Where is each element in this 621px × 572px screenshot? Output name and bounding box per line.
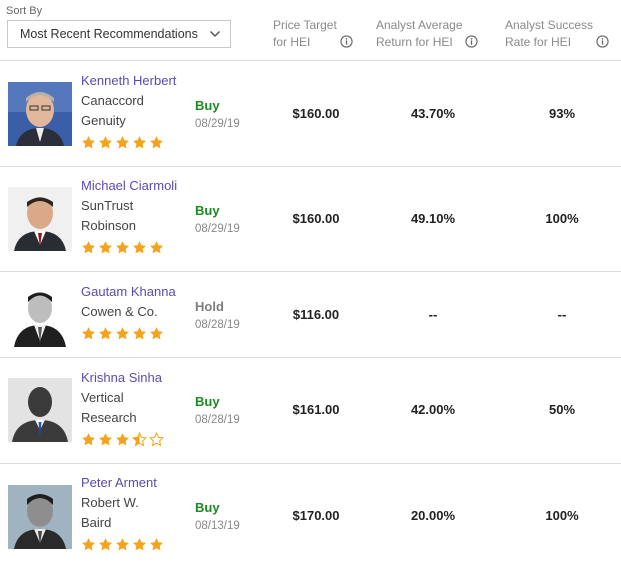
column-header-avg-return: Analyst Average Return for HEI [376, 17, 478, 51]
star-icon [150, 538, 163, 551]
recommendation-date: 08/29/19 [195, 118, 240, 130]
star-icon [150, 241, 163, 254]
sort-dropdown-value: Most Recent Recommendations [20, 27, 198, 41]
star-icon [82, 433, 95, 446]
analyst-avatar[interactable] [8, 485, 72, 549]
analyst-firm: Canaccord [81, 93, 144, 108]
recommendation-rating: Hold [195, 299, 224, 314]
analyst-row[interactable]: Krishna Sinha Vertical Research Buy 08/2… [0, 358, 621, 464]
analyst-firm: Cowen & Co. [81, 304, 158, 319]
star-icon [149, 432, 164, 446]
price-target-value: $161.00 [292, 402, 340, 417]
star-icon [99, 538, 112, 551]
star-icon [82, 327, 95, 340]
price-target-value: $160.00 [292, 211, 340, 226]
recommendation-date: 08/28/19 [195, 319, 240, 331]
analyst-name[interactable]: Krishna Sinha [81, 370, 162, 385]
star-icon [82, 136, 95, 149]
analyst-firm: Baird [81, 515, 112, 530]
analyst-name[interactable]: Michael Ciarmoli [81, 178, 178, 193]
analyst-avatar[interactable] [8, 283, 72, 347]
info-circle-icon[interactable] [340, 35, 353, 48]
analyst-firm: Research [81, 410, 137, 425]
avg-return-value: 42.00% [410, 402, 456, 417]
analyst-row[interactable]: Gautam Khanna Cowen & Co. Hold 08/28/19 … [0, 272, 621, 358]
analyst-row[interactable]: Peter Arment Robert W. Baird Buy 08/13/1… [0, 464, 621, 572]
chevron-down-icon [209, 30, 221, 38]
star-icon [99, 241, 112, 254]
recommendation-rating: Buy [195, 98, 220, 113]
analyst-firm: Robinson [81, 218, 136, 233]
info-circle-icon[interactable] [465, 35, 478, 48]
success-rate-value: 100% [545, 508, 579, 523]
sort-dropdown[interactable]: Most Recent Recommendations [7, 20, 231, 48]
recommendation-date: 08/13/19 [195, 520, 240, 532]
price-target-value: $160.00 [292, 106, 340, 121]
recommendation-rating: Buy [195, 394, 220, 409]
star-icon [116, 538, 129, 551]
star-icon [133, 538, 146, 551]
analyst-firm: SunTrust [81, 198, 134, 213]
success-rate-value: -- [557, 307, 567, 322]
column-header-success-rate: Analyst Success Rate for HEI [505, 17, 609, 51]
star-icon [150, 327, 163, 340]
analyst-name[interactable]: Peter Arment [81, 475, 157, 490]
analyst-name[interactable]: Gautam Khanna [81, 284, 176, 299]
sort-by-label: Sort By [6, 5, 43, 17]
recommendation-date: 08/28/19 [195, 414, 240, 426]
star-icon [99, 136, 112, 149]
avg-return-value: 49.10% [410, 211, 456, 226]
recommendation-date: 08/29/19 [195, 223, 240, 235]
success-rate-value: 100% [545, 211, 579, 226]
analyst-row[interactable]: Michael Ciarmoli SunTrust Robinson Buy 0… [0, 167, 621, 272]
avg-return-value: -- [428, 307, 438, 322]
star-icon [116, 433, 129, 446]
table-header: Sort By Most Recent Recommendations Pric… [0, 0, 621, 61]
star-rating [81, 326, 176, 341]
analyst-firm: Robert W. [81, 495, 139, 510]
info-circle-icon[interactable] [596, 35, 609, 48]
star-icon [99, 327, 112, 340]
column-header-price-target: Price Target for HEI [273, 17, 353, 51]
star-rating [81, 240, 177, 255]
star-rating [81, 537, 164, 552]
star-icon [133, 241, 146, 254]
success-rate-value: 50% [548, 402, 576, 417]
star-icon [150, 136, 163, 149]
price-target-value: $170.00 [292, 508, 340, 523]
star-icon [133, 136, 146, 149]
analyst-name[interactable]: Kenneth Herbert [81, 73, 177, 88]
success-rate-value: 93% [548, 106, 576, 121]
analyst-row[interactable]: Kenneth Herbert Canaccord Genuity Buy 08… [0, 61, 621, 167]
star-icon [82, 538, 95, 551]
analyst-avatar[interactable] [8, 82, 72, 146]
star-rating [81, 432, 164, 447]
star-icon [116, 241, 129, 254]
analyst-avatar[interactable] [8, 378, 72, 442]
analyst-firm: Vertical [81, 390, 124, 405]
star-icon [132, 432, 147, 446]
analyst-avatar[interactable] [8, 187, 72, 251]
recommendation-rating: Buy [195, 203, 220, 218]
star-icon [133, 327, 146, 340]
star-icon [116, 327, 129, 340]
avg-return-value: 43.70% [410, 106, 456, 121]
star-icon [99, 433, 112, 446]
star-icon [82, 241, 95, 254]
avg-return-value: 20.00% [410, 508, 456, 523]
star-icon [116, 136, 129, 149]
star-rating [81, 135, 176, 150]
analyst-firm: Genuity [81, 113, 126, 128]
recommendation-rating: Buy [195, 500, 220, 515]
price-target-value: $116.00 [292, 307, 340, 322]
